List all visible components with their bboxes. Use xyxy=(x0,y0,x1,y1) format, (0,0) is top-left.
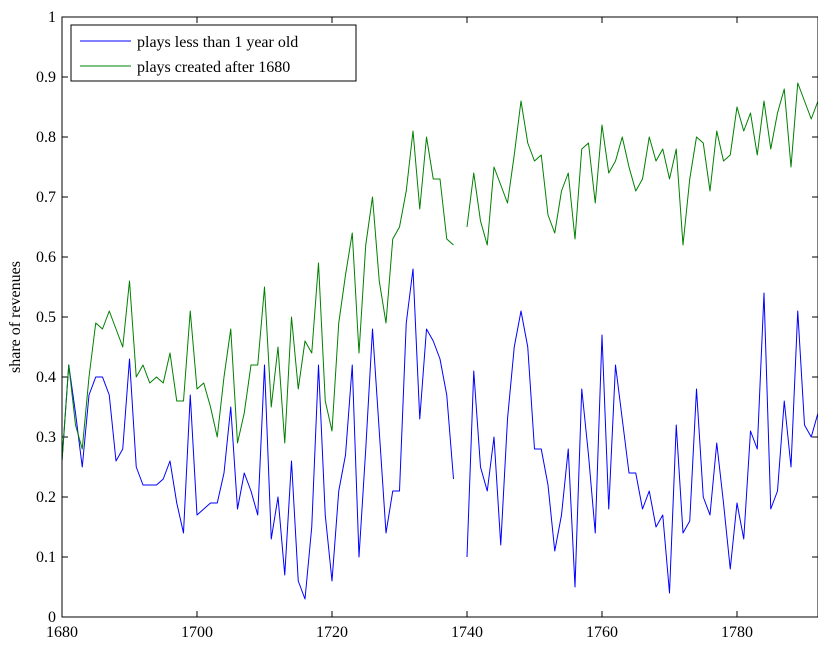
x-tick-label: 1700 xyxy=(181,624,213,641)
legend-label-series-1: plays less than 1 year old xyxy=(137,34,298,51)
x-tick-label: 1720 xyxy=(316,624,348,641)
x-tick-label: 1780 xyxy=(721,624,753,641)
y-tick-label: 0.9 xyxy=(36,69,56,86)
y-tick-label: 0.3 xyxy=(36,429,56,446)
series-layer xyxy=(61,82,818,600)
y-axis-label: share of revenues xyxy=(7,261,24,373)
x-tick-label: 1680 xyxy=(46,624,78,641)
y-tick-label: 0.7 xyxy=(36,189,56,206)
y-tick-label: 0.4 xyxy=(36,369,56,386)
legend-box xyxy=(70,24,357,82)
series-line-2 xyxy=(61,82,818,462)
y-tick-label: 0.2 xyxy=(36,489,56,506)
y-axis-ticks: 0 0.1 0.2 0.3 0.4 0.5 0.6 0.7 0.8 0.9 1 xyxy=(36,9,818,626)
y-tick-label: 1 xyxy=(48,9,56,26)
y-tick-label: 0.6 xyxy=(36,249,56,266)
legend-label-series-2: plays created after 1680 xyxy=(137,59,290,76)
y-tick-label: 0.5 xyxy=(36,309,56,326)
series-line-1 xyxy=(61,268,818,600)
y-tick-label: 0.8 xyxy=(36,129,56,146)
x-tick-label: 1760 xyxy=(586,624,618,641)
plot-area-frame xyxy=(61,16,818,618)
y-tick-label: 0.1 xyxy=(36,549,56,566)
x-axis-ticks: 1680 1700 1720 1740 1760 1780 xyxy=(46,17,753,641)
legend: plays less than 1 year old plays created… xyxy=(70,24,357,82)
x-tick-label: 1740 xyxy=(451,624,483,641)
y-tick-label: 0 xyxy=(48,609,56,626)
